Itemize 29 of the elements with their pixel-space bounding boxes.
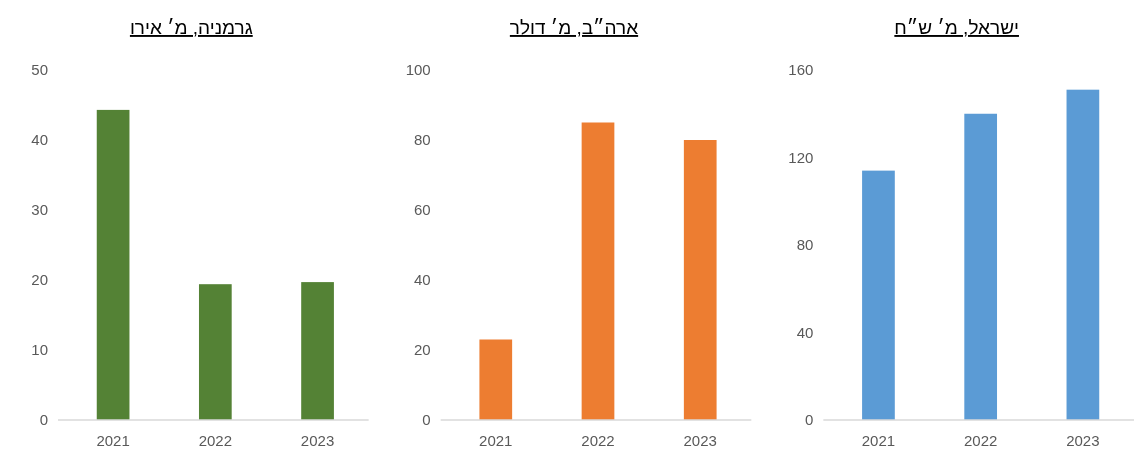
x-tick-label: 2021: [96, 432, 130, 449]
x-tick-label: 2022: [198, 432, 233, 449]
y-tick-label: 30: [31, 201, 48, 218]
y-tick-label: 80: [796, 236, 814, 253]
y-tick-label: 0: [422, 411, 431, 428]
y-tick-label: 80: [413, 131, 431, 148]
chart-title: ארה״ב, מ׳ דולר: [509, 17, 639, 38]
y-tick-label: 0: [804, 411, 814, 428]
y-tick-label: 100: [405, 61, 431, 78]
x-tick-label: 2022: [581, 432, 615, 449]
y-tick-label: 40: [31, 131, 48, 148]
x-tick-label: 2021: [861, 432, 896, 449]
y-tick-label: 0: [39, 411, 48, 428]
y-tick-label: 20: [31, 271, 48, 288]
y-tick-label: 10: [31, 341, 48, 358]
y-tick-label: 20: [413, 341, 431, 358]
chart-title: גרמניה, מ׳ אירו: [129, 17, 253, 38]
y-tick-label: 120: [788, 148, 814, 166]
x-tick-label: 2021: [479, 432, 513, 449]
x-tick-label: 2023: [683, 432, 717, 449]
x-tick-label: 2023: [1066, 432, 1100, 449]
y-tick-label: 50: [31, 61, 48, 78]
y-tick-label: 40: [796, 323, 814, 341]
chart-title: ישראל, מ׳ ש״ח: [894, 17, 1019, 38]
y-tick-label: 160: [788, 61, 814, 78]
x-tick-label: 2023: [300, 432, 335, 449]
x-tick-label: 2022: [963, 432, 998, 449]
y-tick-label: 60: [413, 201, 431, 218]
y-tick-label: 40: [413, 271, 431, 288]
